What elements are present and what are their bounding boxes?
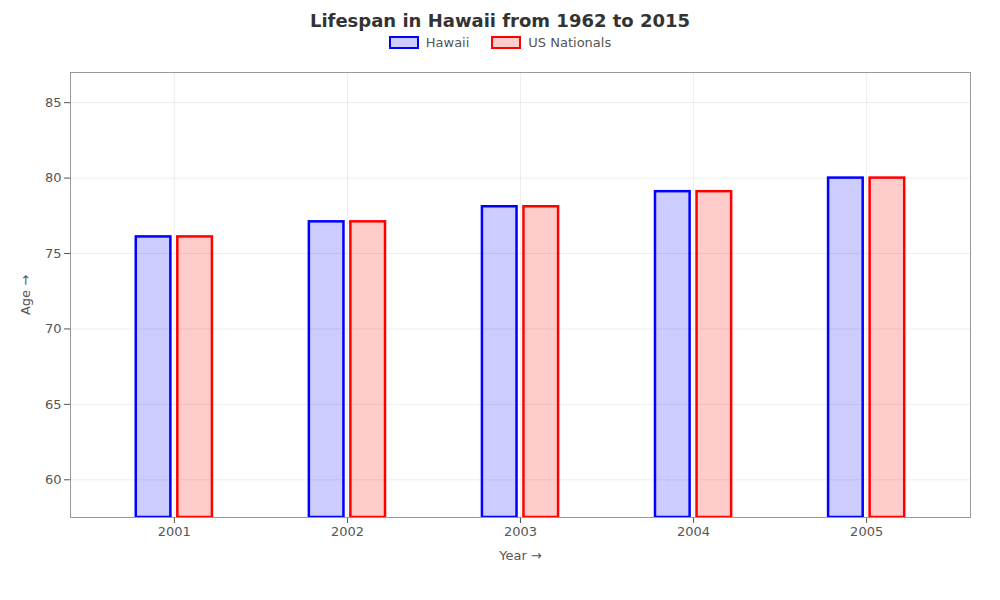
svg-text:Year →: Year → — [498, 548, 542, 563]
svg-text:75: 75 — [45, 246, 62, 261]
svg-text:60: 60 — [45, 472, 62, 487]
svg-text:2001: 2001 — [158, 524, 191, 539]
svg-text:65: 65 — [45, 397, 62, 412]
html-text:Hawaii: Hawaii — [425, 35, 470, 50]
svg-text:80: 80 — [45, 170, 62, 185]
svg-text:Age →: Age → — [18, 275, 33, 315]
svg-text:70: 70 — [45, 321, 62, 336]
svg-text:2004: 2004 — [677, 524, 710, 539]
svg-text:2002: 2002 — [331, 524, 364, 539]
svg-text:2003: 2003 — [504, 524, 537, 539]
html-text:US Nationals: US Nationals — [528, 35, 612, 50]
html-text:Lifespan in Hawaii from 1962 t: Lifespan in Hawaii from 1962 to 2015 — [309, 10, 691, 31]
svg-text:85: 85 — [45, 95, 62, 110]
svg-text:2005: 2005 — [850, 524, 883, 539]
